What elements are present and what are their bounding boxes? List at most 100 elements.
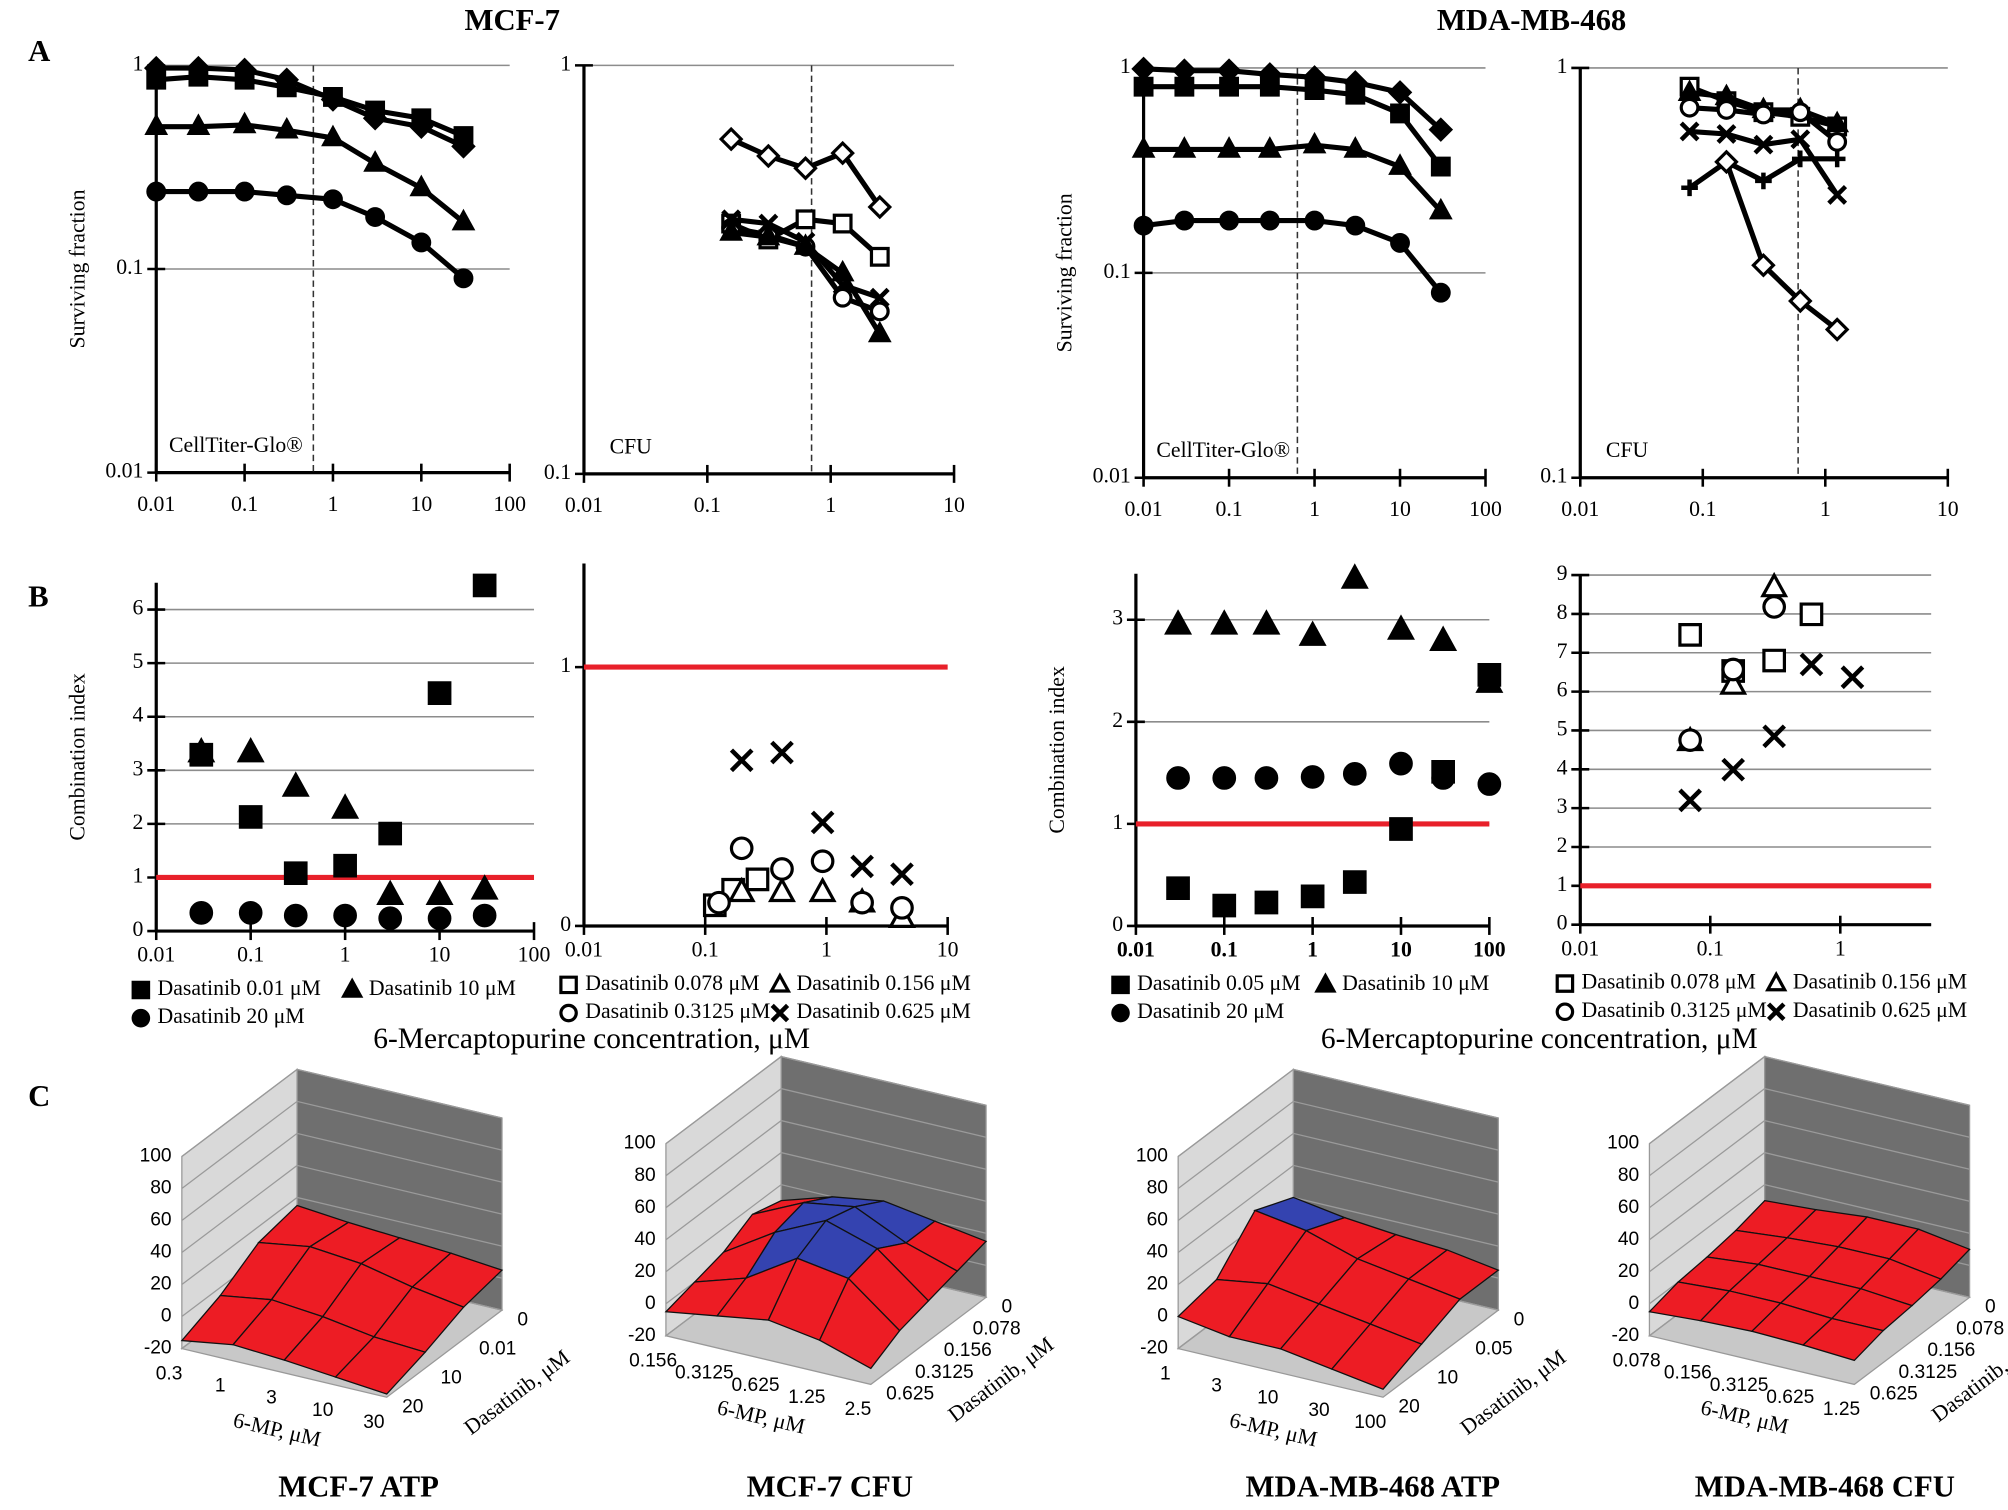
z-tick-label: 60 <box>1147 1210 1168 1231</box>
x-tick-label: 1.25 <box>1823 1399 1860 1420</box>
data-point <box>1799 602 1824 627</box>
legend-label: Dasatinib 10 μM <box>369 976 516 1000</box>
series-line <box>156 122 466 225</box>
grid-line <box>181 1132 503 1222</box>
data-point <box>869 287 890 308</box>
z-tick-label: 0 <box>645 1293 656 1314</box>
panel-label: C <box>28 1079 50 1113</box>
grid-line <box>665 1087 987 1177</box>
data-point <box>321 124 345 147</box>
z-tick-label: -20 <box>1611 1325 1639 1346</box>
legend-marker <box>341 977 364 998</box>
data-point <box>323 87 343 107</box>
data-point <box>1762 724 1786 749</box>
y-tick-label: 5 <box>133 649 144 673</box>
legend-marker <box>1111 975 1130 995</box>
x-tick-label: 0.1 <box>231 492 258 516</box>
data-point <box>1678 623 1702 647</box>
data-point <box>411 108 432 129</box>
data-point <box>1342 762 1367 786</box>
z-tick-label: 60 <box>1618 1197 1639 1218</box>
data-point <box>1133 76 1154 97</box>
x-tick-label: 10 <box>312 1400 333 1421</box>
chart-title: MDA-MB-468 ATP <box>1246 1469 1501 1503</box>
surface-cell <box>818 1277 901 1370</box>
x-tick-label: 0.1 <box>692 938 719 962</box>
data-point <box>427 681 452 705</box>
y-tick-label: 1 <box>133 51 144 75</box>
y-axis-label: Dasatinib, μM <box>1456 1345 1571 1440</box>
data-point <box>793 156 818 181</box>
data-point <box>276 185 297 206</box>
x-tick-label: 0.3125 <box>675 1363 734 1384</box>
x-tick-label: 1 <box>1820 497 1831 521</box>
data-point <box>1304 210 1325 231</box>
x-axis-label: 6-Mercaptopurine concentration, μM <box>1321 1023 1758 1055</box>
data-point <box>1217 136 1241 158</box>
data-point <box>1389 751 1413 776</box>
header: MCF-7 <box>464 3 560 37</box>
legend-marker <box>768 972 792 993</box>
y-tick-label: 2 <box>1112 708 1123 732</box>
x-tick-label: 1 <box>1309 497 1320 521</box>
annotation: CellTiter-Glo® <box>1156 438 1290 462</box>
data-point <box>1342 870 1367 894</box>
data-point <box>768 876 796 903</box>
data-point <box>1174 210 1195 231</box>
x-tick-label: 0.3 <box>156 1363 183 1384</box>
y-tick-label: 0.1 <box>544 460 571 484</box>
x-tick-label: 0.1 <box>1689 497 1716 521</box>
data-point <box>1828 150 1846 168</box>
legend-marker <box>1111 1003 1130 1023</box>
data-point <box>850 854 874 879</box>
data-point <box>470 874 499 900</box>
annotation: CellTiter-Glo® <box>169 433 303 457</box>
data-point <box>1252 609 1281 635</box>
y-tick-label: 0.156 <box>944 1340 992 1361</box>
x-tick-label: 0.01 <box>565 493 603 517</box>
x-tick-label: 10 <box>1389 497 1411 521</box>
data-point <box>832 213 853 234</box>
data-point <box>793 233 818 255</box>
x-tick-label: 0.01 <box>1561 497 1599 521</box>
z-tick-label: 80 <box>150 1178 171 1199</box>
data-point <box>274 116 299 139</box>
data-point <box>1300 765 1325 789</box>
z-tick-label: 20 <box>1618 1261 1639 1282</box>
legend-marker <box>559 1003 578 1023</box>
y-tick-label: 3 <box>1557 794 1568 818</box>
z-tick-label: 0 <box>161 1306 172 1327</box>
series-line <box>1143 217 1443 295</box>
data-point <box>234 69 255 90</box>
grid-line <box>1177 1100 1499 1189</box>
x-tick-label: 0.01 <box>1561 936 1599 960</box>
y-tick-label: 8 <box>1557 600 1568 624</box>
data-point <box>188 181 209 202</box>
x-tick-label: 0.1 <box>1215 497 1242 521</box>
y-tick-label: 0.1 <box>1104 259 1131 283</box>
y-tick-label: 0.05 <box>1475 1338 1512 1359</box>
data-point <box>333 903 357 928</box>
grid-line <box>1649 1119 1970 1209</box>
y-tick-label: 1 <box>560 653 571 677</box>
y-tick-label: 1 <box>1557 872 1568 896</box>
data-point <box>1254 890 1279 915</box>
data-point <box>281 771 310 797</box>
y-tick-label: 6 <box>1557 678 1568 702</box>
y-tick-label: 0 <box>133 917 144 941</box>
z-tick-label: 40 <box>1618 1229 1639 1250</box>
data-point <box>1174 76 1195 97</box>
legend-marker <box>770 1003 790 1023</box>
x-tick-label: 0.625 <box>732 1375 780 1396</box>
x-tick-label: 0.01 <box>137 492 175 516</box>
y-axis-label: Combination index <box>1045 666 1069 834</box>
data-point <box>890 895 914 920</box>
data-point <box>1719 669 1748 695</box>
grid-line <box>665 1119 987 1209</box>
y-tick-label: 0.078 <box>1956 1318 2004 1339</box>
data-point <box>1387 614 1415 640</box>
data-point <box>1388 153 1412 175</box>
data-point <box>187 737 216 763</box>
data-point <box>363 150 387 172</box>
data-point <box>409 174 434 197</box>
